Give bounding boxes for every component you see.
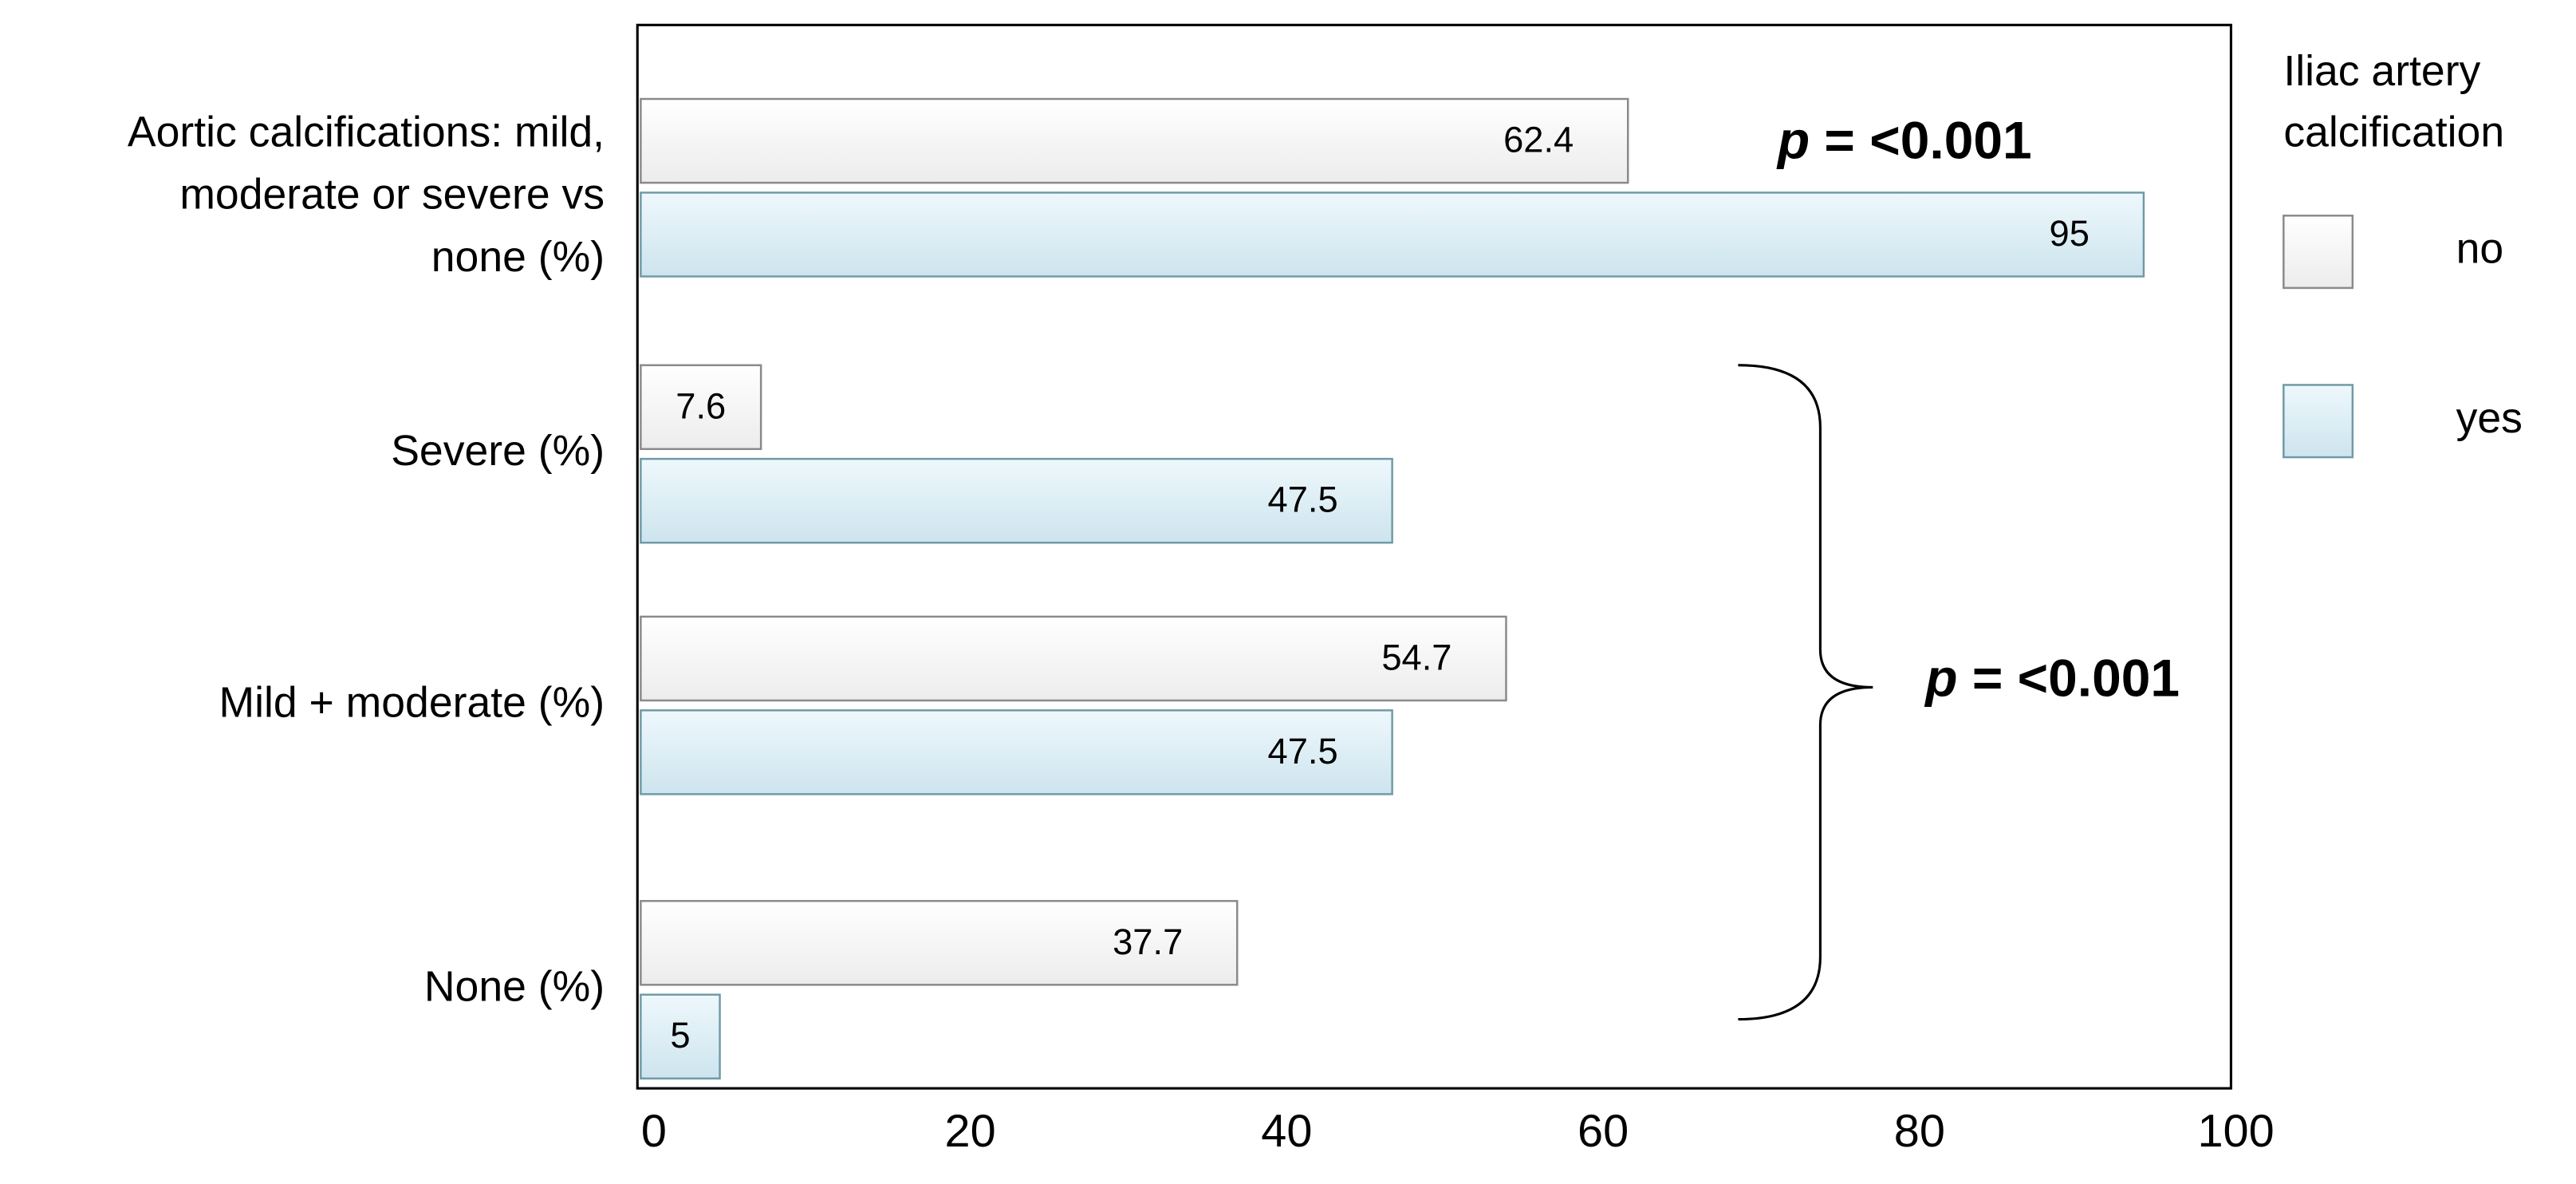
x-tick-label: 100 xyxy=(2197,1106,2274,1157)
data-label: 37.7 xyxy=(1113,922,1183,962)
legend-title-line: Iliac artery xyxy=(2283,48,2480,95)
legend-swatch xyxy=(2283,384,2354,459)
bar xyxy=(640,97,1629,184)
x-tick-label: 60 xyxy=(1578,1106,1629,1157)
annotation: p = <0.001 xyxy=(1924,649,2180,708)
bar xyxy=(640,615,1507,702)
legend-swatch xyxy=(2283,215,2354,290)
brace xyxy=(1738,364,1873,1021)
y-tick-label: Mild + moderate (%) xyxy=(219,679,605,726)
y-tick-label-line: Aortic calcifications: mild, xyxy=(128,109,605,156)
y-tick-label-line: moderate or severe vs xyxy=(179,172,605,219)
data-label: 47.5 xyxy=(1268,480,1338,520)
y-tick-label-line: none (%) xyxy=(431,234,605,281)
bar xyxy=(640,993,721,1079)
bar xyxy=(640,364,762,451)
bar xyxy=(640,191,2145,278)
legend-label: yes xyxy=(2456,395,2523,442)
x-tick-label: 20 xyxy=(945,1106,996,1157)
data-label: 62.4 xyxy=(1503,120,1574,160)
plot-frame xyxy=(636,23,2232,1090)
bar xyxy=(640,457,1393,544)
data-label: 5 xyxy=(670,1015,690,1056)
legend-title-line: calcification xyxy=(2283,109,2504,156)
y-tick-label: Aortic calcifications: mild, moderate or … xyxy=(128,109,605,281)
x-tick-label: 40 xyxy=(1261,1106,1312,1157)
data-label: 47.5 xyxy=(1268,731,1338,772)
x-tick-label: 0 xyxy=(641,1106,667,1157)
data-label: 54.7 xyxy=(1381,637,1451,677)
data-label: 7.6 xyxy=(676,385,726,426)
legend-title: Iliac artery calcification xyxy=(2283,48,2504,156)
y-tick-label: None (%) xyxy=(424,964,605,1011)
bar xyxy=(640,709,1393,795)
legend-label: no xyxy=(2456,226,2504,273)
data-label: 95 xyxy=(2050,213,2090,254)
bar xyxy=(640,900,1239,986)
annotation: p = <0.001 xyxy=(1776,111,2032,170)
x-tick-label: 80 xyxy=(1894,1106,1945,1157)
y-tick-label: Severe (%) xyxy=(391,428,605,475)
